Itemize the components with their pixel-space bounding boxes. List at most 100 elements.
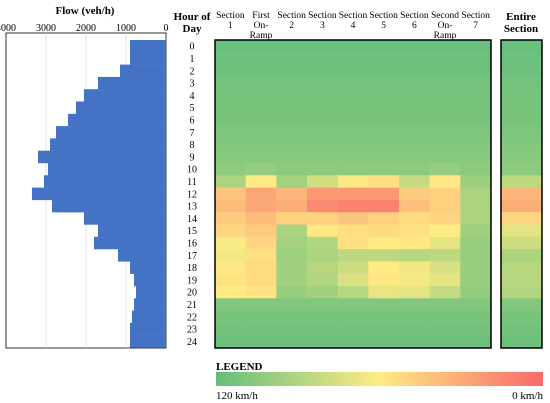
entire-section-cell — [501, 52, 542, 65]
heatmap-cell — [307, 335, 338, 348]
hour-tick-label: 0 — [190, 42, 195, 53]
entire-section-cell — [501, 298, 542, 311]
entire-section-cell — [501, 101, 542, 115]
heatmap-cell — [215, 52, 246, 65]
entire-section-cell — [501, 187, 542, 201]
flow-bar — [50, 138, 166, 151]
heatmap-cell — [399, 187, 430, 201]
heatmap-cell — [460, 113, 492, 127]
heatmap-cell — [368, 52, 400, 65]
heatmap-cell — [399, 150, 430, 164]
heatmap-cell — [368, 126, 400, 139]
heatmap-cell — [276, 310, 308, 324]
heatmap-cell — [245, 175, 277, 188]
heatmap-cell — [460, 236, 492, 250]
heatmap-cell — [368, 175, 400, 188]
heatmap-cell — [245, 199, 277, 213]
heatmap-cell — [460, 310, 492, 324]
heatmap-cell — [215, 76, 246, 90]
entire-section-cell — [501, 89, 542, 102]
column-header-label: Second — [431, 11, 459, 21]
heatmap-cell — [368, 310, 400, 324]
heatmap-cell — [399, 199, 430, 213]
flow-bar — [52, 199, 166, 213]
heatmap-cell — [276, 76, 308, 90]
heatmap-cell — [460, 175, 492, 188]
heatmap-cell — [368, 64, 400, 78]
heatmap-cell — [337, 286, 369, 299]
heatmap-cell — [215, 40, 246, 53]
hour-tick-label: 16 — [187, 238, 197, 249]
heatmap-frame — [214, 39, 492, 349]
heatmap-cell — [429, 261, 461, 274]
heatmap-cell — [399, 224, 430, 238]
flow-bar — [134, 298, 166, 311]
heatmap-cell — [399, 175, 430, 188]
heatmap-cell — [215, 273, 246, 287]
heatmap-cell — [460, 335, 492, 348]
heatmap-cell — [460, 286, 492, 299]
hour-tick-label: 11 — [187, 177, 197, 188]
heatmap-cell — [245, 138, 277, 151]
entire-section-cell — [501, 138, 542, 151]
column-header-label: Section — [400, 11, 429, 21]
heatmap-cell — [245, 187, 277, 201]
flow-bar — [132, 310, 166, 324]
heatmap-cell — [429, 52, 461, 65]
heatmap-cell — [368, 212, 400, 225]
heatmap-cell — [460, 40, 492, 53]
flow-tick-label: 0 — [164, 23, 169, 34]
heatmap-cell — [460, 126, 492, 139]
heatmap-cell — [399, 163, 430, 176]
heatmap-cell — [368, 40, 400, 53]
heatmap-cell — [429, 212, 461, 225]
heatmap-cell — [276, 64, 308, 78]
heatmap-cell — [276, 175, 308, 188]
heatmap-cell — [429, 199, 461, 213]
heatmap-cell — [337, 40, 369, 53]
heatmap-cell — [368, 249, 400, 262]
heatmap-cell — [307, 138, 338, 151]
heatmap-cell — [429, 101, 461, 115]
heatmap-cell — [245, 126, 277, 139]
heatmap-cell — [337, 224, 369, 238]
heatmap-cell — [368, 298, 400, 311]
heatmap-cell — [307, 101, 338, 115]
hour-tick-label: 17 — [187, 251, 197, 262]
column-header-label: Section — [308, 11, 337, 21]
heatmap-cell — [245, 101, 277, 115]
heatmap-cell — [276, 199, 308, 213]
heatmap-cell — [368, 138, 400, 151]
hour-tick-label: 1 — [190, 54, 195, 65]
heatmap-cell — [429, 150, 461, 164]
heatmap-cell — [307, 261, 338, 274]
heatmap-cell — [460, 199, 492, 213]
legend-title: LEGEND — [216, 361, 263, 373]
heatmap-cell — [307, 163, 338, 176]
heatmap-cell — [368, 335, 400, 348]
heatmap-cell — [337, 150, 369, 164]
entire-section-cell — [501, 286, 542, 299]
heatmap-cell — [307, 249, 338, 262]
flow-bar — [118, 249, 166, 262]
hour-tick-label: 8 — [190, 140, 195, 151]
heatmap-cell — [307, 286, 338, 299]
heatmap-cell — [429, 126, 461, 139]
heatmap-cell — [307, 150, 338, 164]
heatmap-cell — [245, 236, 277, 250]
heatmap-cell — [429, 249, 461, 262]
column-header-label: Section — [369, 11, 398, 21]
hour-axis-title-line2: Day — [183, 23, 202, 35]
hour-tick-label: 9 — [190, 152, 195, 163]
heatmap-cell — [399, 126, 430, 139]
heatmap-cell — [337, 322, 369, 336]
heatmap-cell — [245, 52, 277, 65]
heatmap-cell — [429, 138, 461, 151]
heatmap-cell — [399, 322, 430, 336]
hour-tick-label: 10 — [187, 165, 197, 176]
heatmap-cell — [429, 273, 461, 287]
hour-tick-label: 20 — [187, 288, 197, 299]
heatmap-cell — [460, 322, 492, 336]
heatmap-cell — [276, 298, 308, 311]
heatmap-cell — [276, 335, 308, 348]
